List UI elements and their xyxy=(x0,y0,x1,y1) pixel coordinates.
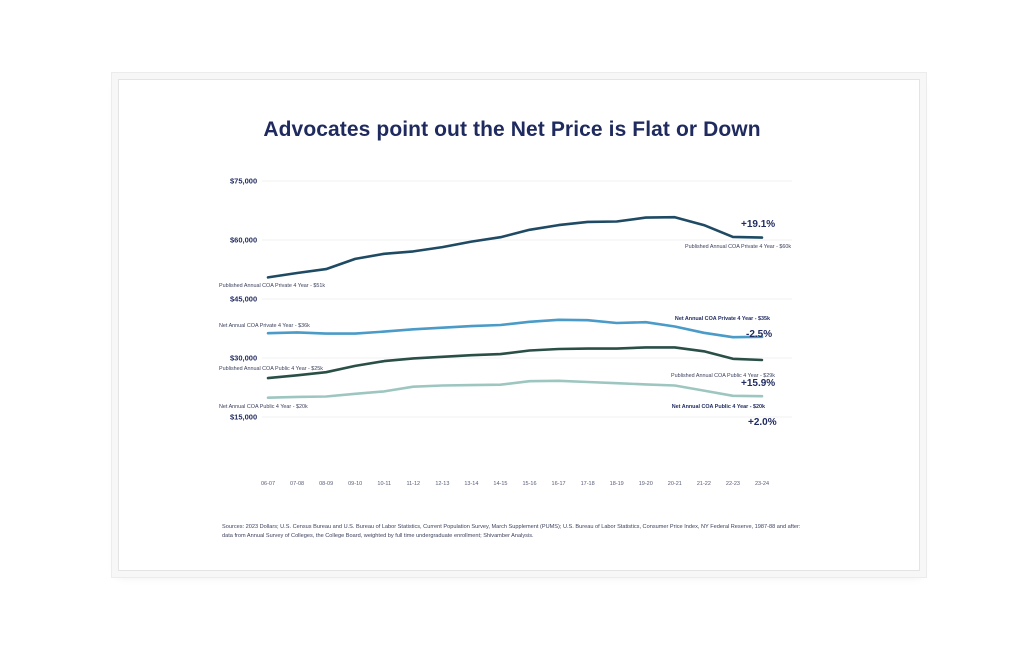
x-tick-label: 16-17 xyxy=(552,481,566,487)
y-tick-label: $60,000 xyxy=(230,236,257,245)
series-start-label: Net Annual COA Private 4 Year - $36k xyxy=(219,323,310,329)
x-tick-label: 15-16 xyxy=(522,481,536,487)
series-line xyxy=(266,318,764,339)
series-end-label: Published Annual COA Public 4 Year - $29… xyxy=(671,373,775,379)
series-end-label: Net Annual COA Public 4 Year - $20k xyxy=(672,404,765,410)
series-change-label: +15.9% xyxy=(741,378,775,389)
series-line xyxy=(266,346,764,380)
x-tick-label: 07-08 xyxy=(290,481,304,487)
y-tick-label: $75,000 xyxy=(230,177,257,186)
series-end-label: Net Annual COA Private 4 Year - $35k xyxy=(675,316,770,322)
y-tick-label: $15,000 xyxy=(230,413,257,422)
x-tick-label: 23-24 xyxy=(755,481,769,487)
chart-title: Advocates point out the Net Price is Fla… xyxy=(263,118,761,141)
x-tick-label: 10-11 xyxy=(377,481,391,487)
series-start-label: Published Annual COA Public 4 Year - $25… xyxy=(219,366,323,372)
series-change-label: +2.0% xyxy=(748,417,777,428)
x-tick-label: 14-15 xyxy=(493,481,507,487)
y-tick-label: $30,000 xyxy=(230,354,257,363)
series-start-label: Published Annual COA Private 4 Year - $5… xyxy=(219,283,325,289)
x-tick-label: 18-19 xyxy=(610,481,624,487)
x-tick-label: 11-12 xyxy=(406,481,420,487)
x-tick-label: 19-20 xyxy=(639,481,653,487)
x-tick-label: 09-10 xyxy=(348,481,362,487)
x-tick-label: 17-18 xyxy=(581,481,595,487)
series-start-label: Net Annual COA Public 4 Year - $20k xyxy=(219,404,308,410)
x-tick-label: 22-23 xyxy=(726,481,740,487)
slide-frame xyxy=(118,79,920,571)
source-note: Sources: 2023 Dollars; U.S. Census Burea… xyxy=(222,524,801,539)
series-line xyxy=(266,379,764,400)
series-line xyxy=(266,215,764,279)
x-tick-label: 06-07 xyxy=(261,481,275,487)
x-tick-label: 21-22 xyxy=(697,481,711,487)
x-tick-label: 08-09 xyxy=(319,481,333,487)
x-tick-label: 12-13 xyxy=(435,481,449,487)
series-change-label: +19.1% xyxy=(741,219,775,230)
x-tick-label: 13-14 xyxy=(464,481,478,487)
x-tick-label: 20-21 xyxy=(668,481,682,487)
series-change-label: -2.5% xyxy=(746,329,772,340)
y-tick-label: $45,000 xyxy=(230,295,257,304)
series-end-label: Published Annual COA Private 4 Year - $6… xyxy=(685,244,791,250)
